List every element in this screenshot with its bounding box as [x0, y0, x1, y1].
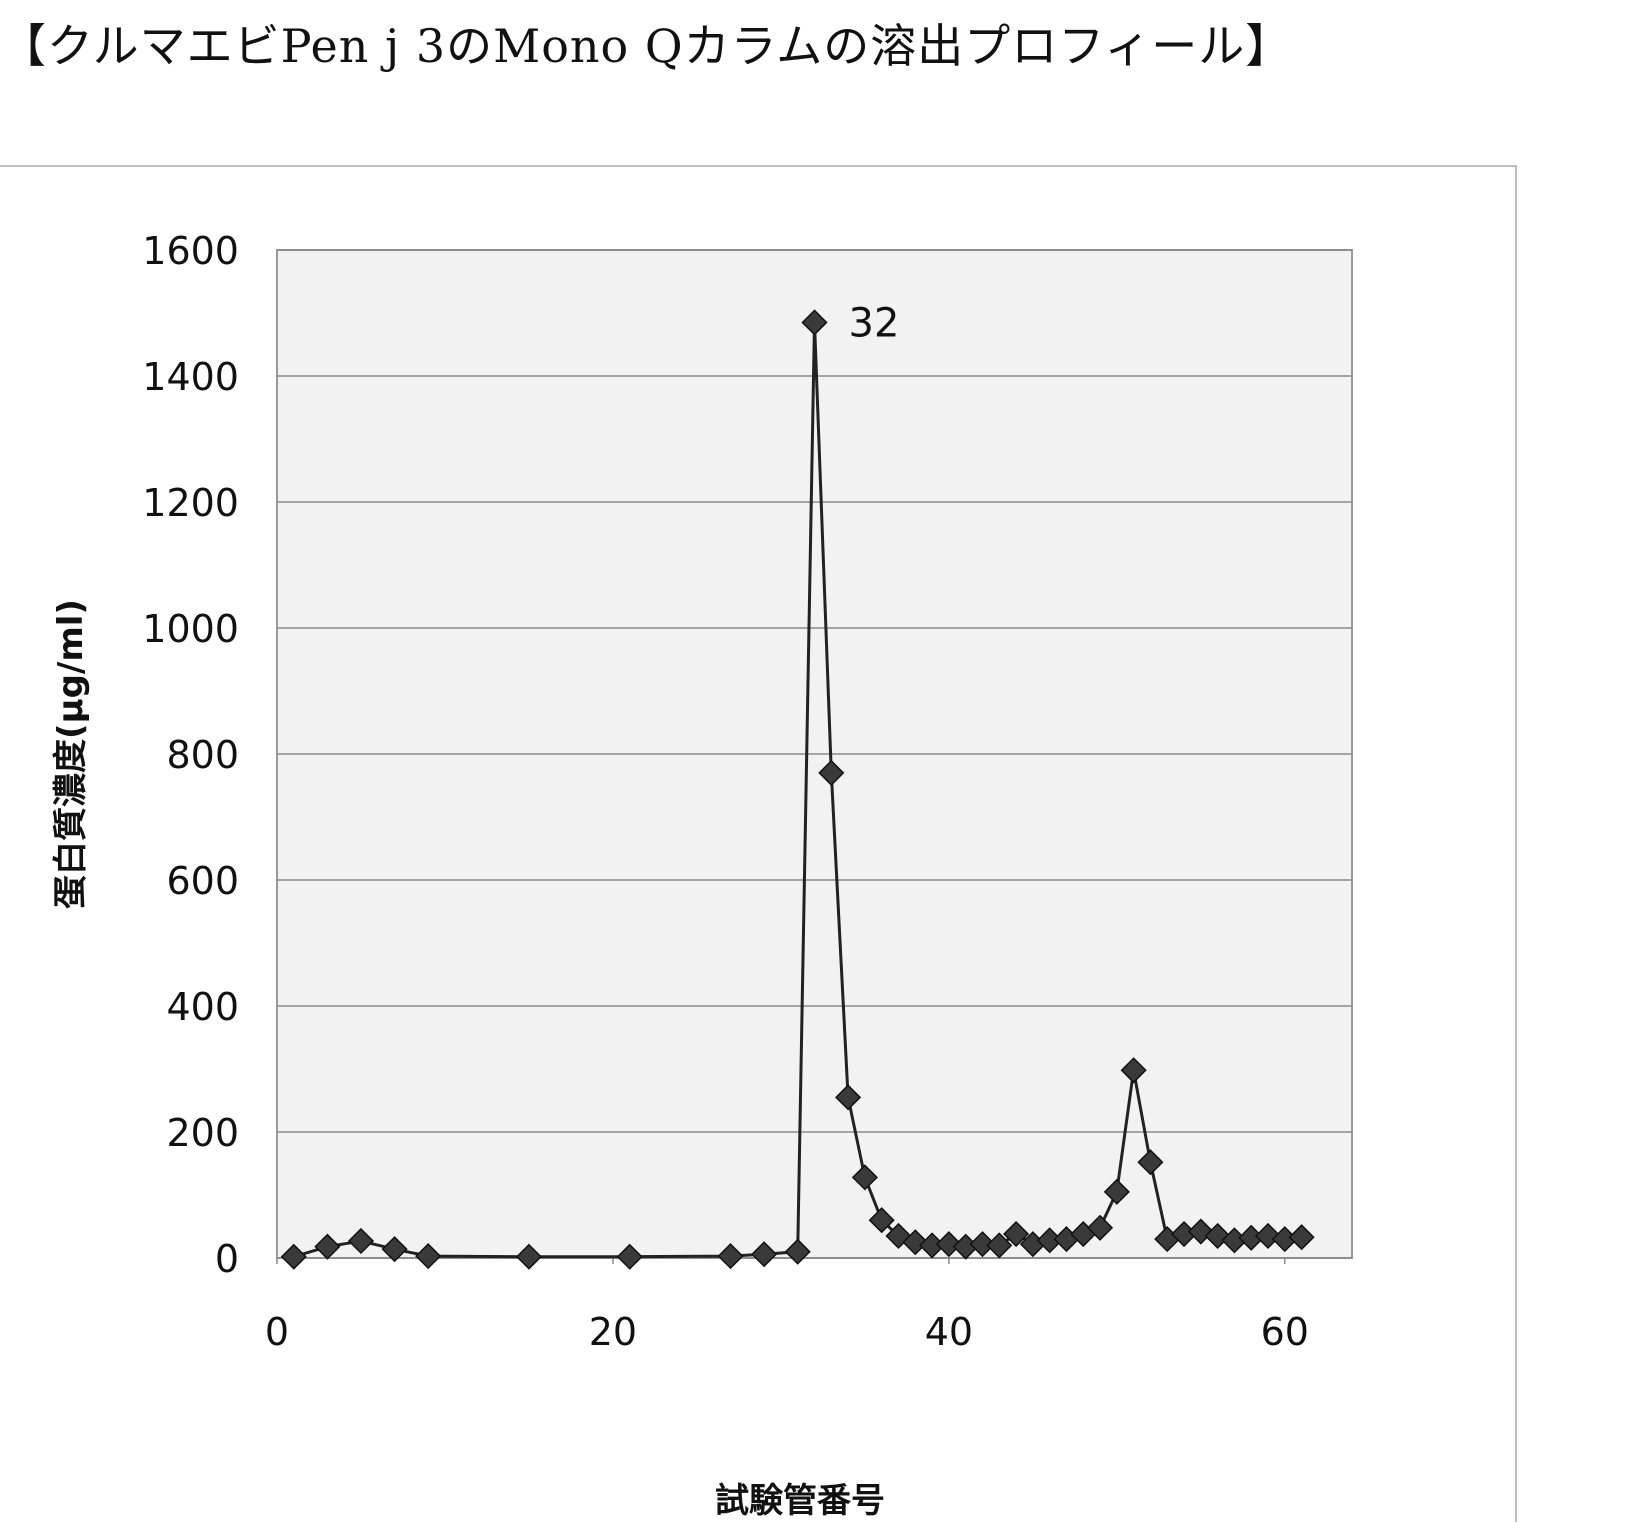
y-tick-label: 200	[166, 1111, 239, 1155]
x-axis-title: 試験管番号	[715, 1481, 885, 1521]
peak-annotation: 32	[849, 300, 900, 346]
y-tick-label: 1000	[142, 607, 239, 651]
y-tick-label: 400	[166, 985, 239, 1029]
x-tick-label: 60	[1261, 1310, 1309, 1354]
y-axis-title: 蛋白質濃度(μg/ml)	[51, 599, 91, 909]
x-tick-label: 20	[589, 1310, 637, 1354]
page-title: 【クルマエビPen j 3のMono Qカラムの溶出プロフィール】	[0, 10, 1652, 76]
x-tick-label: 40	[925, 1310, 973, 1354]
y-tick-label: 600	[166, 859, 239, 903]
chart: 0 200 400 600 800 1000 1200 1400 1600 0 20 40 60 32…	[0, 167, 1515, 1522]
annotations: 32	[849, 300, 900, 346]
chart-frame: 0 200 400 600 800 1000 1200 1400 1600 0 20 40 60 32…	[0, 165, 1517, 1522]
y-tick-label: 1600	[142, 229, 239, 273]
y-axis-ticks: 0 200 400 600 800 1000 1200 1400 1600	[142, 229, 239, 1281]
y-tick-label: 1200	[142, 481, 239, 525]
y-tick-label: 1400	[142, 355, 239, 399]
x-tick-label: 0	[265, 1310, 289, 1354]
y-tick-label: 0	[215, 1237, 239, 1281]
x-axis-ticks: 0 20 40 60	[265, 1258, 1309, 1354]
y-tick-label: 800	[166, 733, 239, 777]
